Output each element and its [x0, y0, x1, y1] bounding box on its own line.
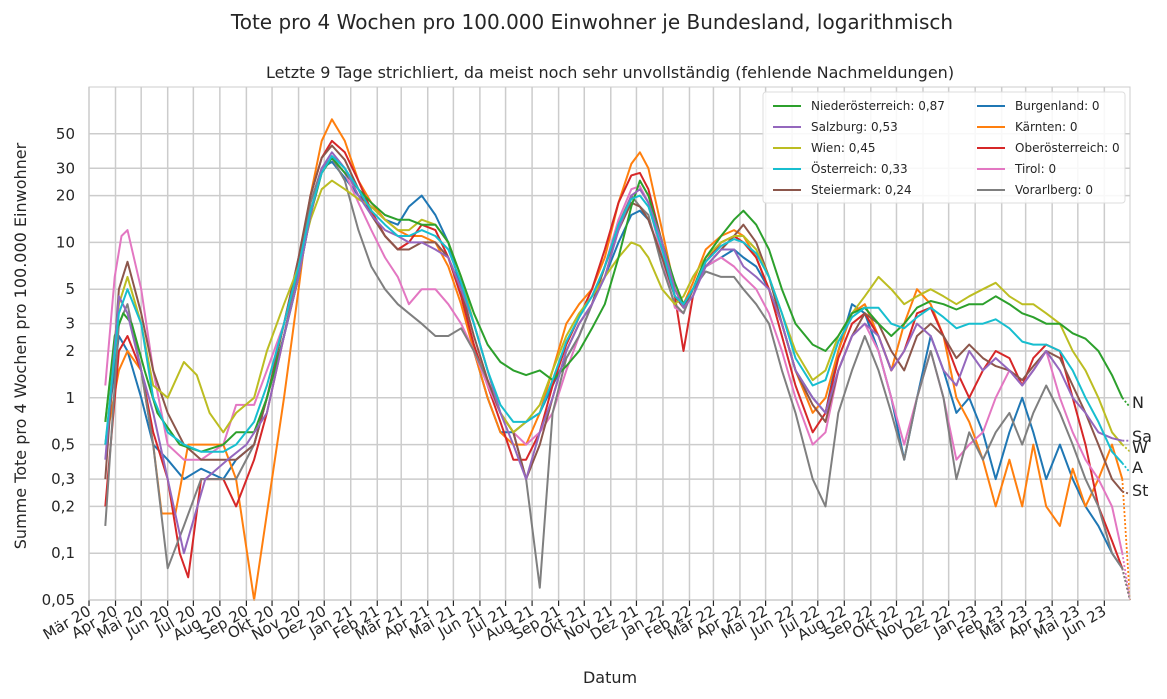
series-end-label: W	[1132, 438, 1148, 457]
legend-item: Salzburg: 0,53	[773, 120, 898, 134]
legend-label: Tirol: 0	[1014, 162, 1056, 176]
series-4	[104, 144, 1131, 495]
y-tick-label: 1	[65, 389, 75, 407]
x-axis-label: Datum	[583, 668, 637, 687]
series-6	[104, 118, 1131, 601]
series-line-dashed	[1121, 479, 1131, 601]
series-end-label: N	[1132, 393, 1144, 412]
y-tick-label: 3	[65, 315, 75, 333]
y-tick-label: 0,2	[51, 497, 75, 515]
series-end-label: A	[1132, 458, 1143, 477]
series-end-label: Sa	[1132, 427, 1152, 446]
legend-label: Niederösterreich: 0,87	[811, 99, 945, 113]
legend-item: Tirol: 0	[977, 162, 1056, 176]
legend-label: Burgenland: 0	[1015, 99, 1100, 113]
y-tick-label: 10	[56, 233, 75, 251]
legend-label: Vorarlberg: 0	[1015, 183, 1093, 197]
series-line-dashed	[1122, 490, 1131, 495]
legend-item: Niederösterreich: 0,87	[773, 99, 945, 113]
series-line	[104, 151, 1123, 555]
chart-subtitle: Letzte 9 Tage strichliert, da meist noch…	[266, 63, 954, 82]
legend-label: Steiermark: 0,24	[811, 183, 912, 197]
legend-item: Vorarlberg: 0	[977, 183, 1093, 197]
y-tick-label: 20	[56, 187, 75, 205]
series-end-label: St	[1132, 481, 1148, 500]
legend-item: Oberösterreich: 0	[977, 141, 1120, 155]
chart-title: Tote pro 4 Wochen pro 100.000 Einwohner …	[230, 10, 953, 34]
y-tick-label: 5	[65, 280, 75, 298]
y-tick-label: 2	[65, 342, 75, 360]
y-axis-label: Summe Tote pro 4 Wochen pro 100.000 Einw…	[11, 142, 30, 549]
y-tick-label: 0,3	[51, 470, 75, 488]
series-3	[104, 155, 1131, 474]
y-tick-label: 0,1	[51, 544, 75, 562]
series-1	[104, 151, 1130, 555]
legend-item: Steiermark: 0,24	[773, 183, 912, 197]
legend-item: Burgenland: 0	[977, 99, 1100, 113]
y-tick-label: 50	[56, 125, 75, 143]
y-tick-label: 0,5	[51, 436, 75, 454]
series-line-dashed	[1121, 568, 1131, 601]
series-line-dashed	[1121, 443, 1131, 453]
series-line	[104, 118, 1124, 601]
legend-label: Salzburg: 0,53	[811, 120, 898, 134]
series-line	[104, 179, 1124, 446]
plot-frame	[88, 86, 1131, 601]
legend-label: Oberösterreich: 0	[1015, 141, 1120, 155]
series-2	[104, 179, 1131, 453]
legend-item: Wien: 0,45	[773, 141, 876, 155]
series-line	[104, 144, 1124, 493]
legend-item: Kärnten: 0	[977, 120, 1078, 134]
legend-label: Österreich: 0,33	[811, 160, 908, 176]
series-lines	[104, 118, 1131, 601]
y-tick-label: 0,05	[42, 591, 75, 609]
legend-label: Wien: 0,45	[811, 141, 876, 155]
legend-label: Kärnten: 0	[1015, 120, 1078, 134]
legend-box	[762, 91, 1126, 204]
legend: Niederösterreich: 0,87 Salzburg: 0,53 Wien…	[762, 91, 1126, 204]
series-line	[104, 155, 1124, 464]
legend-item: Österreich: 0,33	[773, 160, 908, 176]
y-tick-label: 30	[56, 159, 75, 177]
